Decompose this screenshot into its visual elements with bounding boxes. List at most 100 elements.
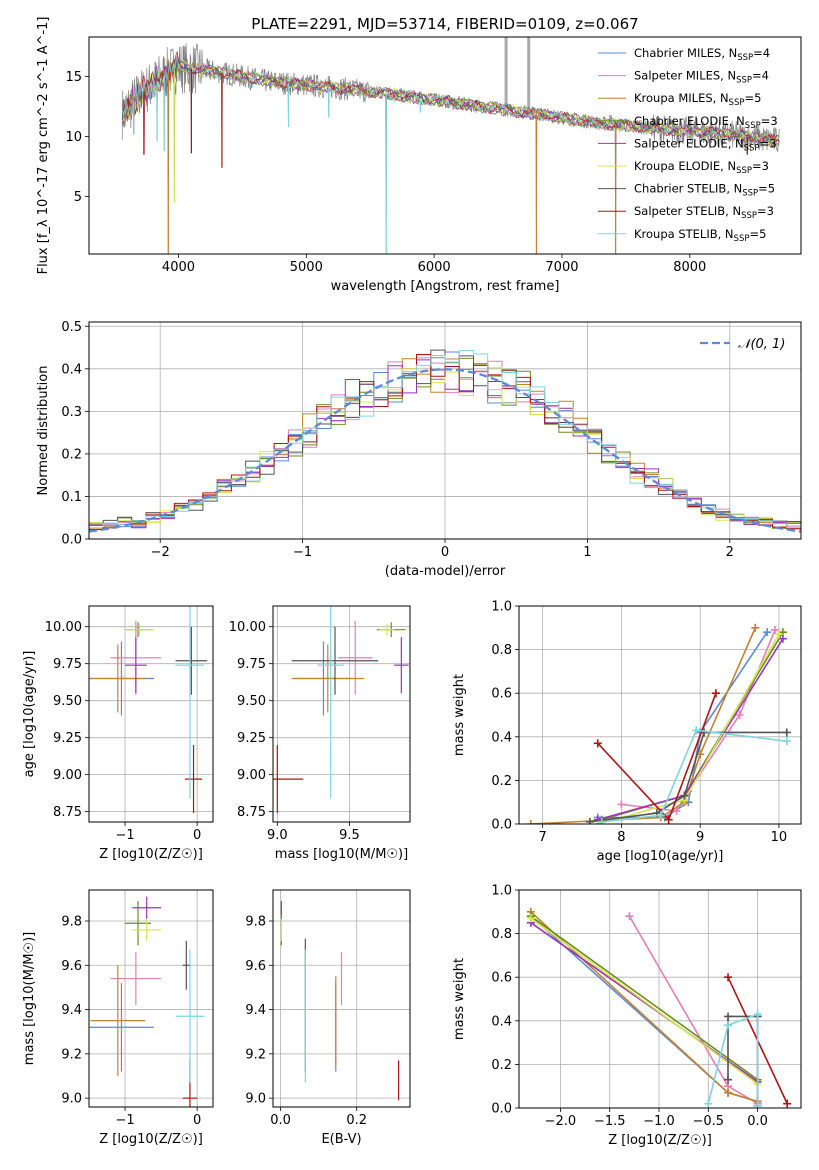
histogram-salp_stelib (89, 354, 801, 530)
legend-label-tail: =3 (760, 136, 777, 150)
legend-label-tail: =3 (752, 159, 769, 173)
residual-legend: 𝒩(0, 1) (700, 337, 785, 352)
x-tick-label: 7 (538, 830, 546, 845)
y-tick-label: 10.00 (229, 620, 266, 635)
x-tick-label: 0.0 (270, 1113, 291, 1128)
x-tick-label: 7000 (545, 260, 578, 275)
x-axis-label: (data-model)/error (385, 564, 506, 579)
y-tick-label: 8.75 (53, 805, 82, 820)
x-axis-label: Z [log10(Z/Z☉)] (608, 1133, 712, 1148)
plus-marker (585, 817, 594, 824)
x-tick-label: 9.5 (339, 828, 360, 843)
y-tick-label: 0.2 (491, 774, 512, 789)
x-tick-label: −2.0 (545, 1114, 577, 1129)
plus-marker (526, 914, 535, 923)
series-salp_stelib (593, 689, 720, 824)
y-tick-label: 9.25 (53, 731, 82, 746)
y-tick-label: 1.0 (491, 600, 512, 615)
series-line (597, 692, 717, 822)
x-tick-label: −1.5 (594, 1114, 626, 1129)
plus-marker (771, 625, 780, 634)
x-tick-label: 0.2 (346, 1113, 367, 1128)
plus-marker (724, 1021, 733, 1030)
plus-marker (724, 1075, 733, 1084)
x-tick-label: −0.5 (693, 1114, 725, 1129)
x-tick-label: 8000 (673, 260, 706, 275)
legend-label-sub: SSP (741, 211, 757, 221)
plot-frame (88, 889, 214, 1108)
y-tick-label: 0.0 (61, 533, 82, 548)
error-point-krou_elodie (125, 623, 154, 636)
series-line (530, 915, 759, 1081)
y-tick-label: 0.6 (491, 687, 512, 702)
y-tick-label: 10 (65, 130, 82, 145)
panel-mass_vs_ebv: 0.0 0.2 9.0 9.2 9.4 9.6 9.8 E(B-V) (245, 889, 411, 1147)
x-tick-label: 5000 (290, 260, 323, 275)
error-point-chab_stelib (182, 940, 190, 990)
plus-marker (735, 711, 744, 719)
legend-label-salp_miles: Salpeter MILES, NSSP=4 (634, 69, 769, 86)
plus-marker (763, 628, 772, 637)
legend-label-krou_elodie: Kroupa ELODIE, NSSP=3 (634, 159, 769, 176)
series-salp_miles (617, 625, 780, 815)
x-axis-label: age [log10(age/yr)] (597, 849, 724, 864)
legend-label-main: Chabrier MILES, N (634, 46, 737, 60)
plus-marker (617, 800, 626, 809)
plus-marker (526, 820, 535, 824)
grid-mass_vs_Z (89, 890, 213, 1107)
error-point-krou_elodie (379, 623, 395, 636)
error-point-chab_miles (89, 983, 154, 1072)
model-spectrum-chab_stelib (121, 56, 780, 147)
x-tick-label: −2 (151, 545, 170, 560)
x-tick-label: 2 (726, 545, 734, 560)
y-axis-label: Flux [f_λ 10^-17 erg cm^-2 s^-1 A^-1] (36, 17, 51, 275)
spectrum-data (121, 37, 780, 254)
plot-frame (518, 605, 802, 825)
plot-frame (272, 605, 411, 823)
legend-label-chab_miles: Chabrier MILES, NSSP=4 (634, 46, 770, 63)
y-tick-label: 9.50 (237, 694, 266, 709)
legend-label-tail: =5 (749, 227, 766, 241)
legend-label-krou_miles: Kroupa MILES, NSSP=5 (634, 91, 761, 108)
panel-weight_vs_Z: −2.0 −1.5 −1.0 −0.5 0.0 0.0 0.2 0.4 0.6 0.8 1.0 Z [… (452, 884, 802, 1148)
error-point-krou_miles (90, 965, 146, 1076)
error-point-salp_stelib (184, 745, 203, 814)
error-point-chab_stelib (291, 626, 379, 695)
legend-label-tail: =4 (752, 69, 769, 83)
series-chab_stelib (585, 728, 791, 824)
series-line (601, 729, 787, 823)
x-tick-label: −1 (115, 828, 134, 843)
y-tick-label: 9.2 (61, 1047, 82, 1062)
plus-marker (656, 811, 665, 820)
x-tick-label: 1 (583, 545, 591, 560)
y-tick-label: 10.00 (45, 620, 82, 635)
y-tick-label: 0.4 (491, 1014, 512, 1029)
x-tick-label: 9 (696, 830, 704, 845)
figure-title: PLATE=2291, MJD=53714, FIBERID=0109, z=0… (251, 15, 638, 33)
series-weight_vs_age (526, 623, 791, 824)
plus-marker (711, 689, 720, 698)
plot-frame (88, 321, 802, 540)
x-tick-label: 0 (193, 828, 201, 843)
y-tick-label: 8.75 (237, 805, 266, 820)
legend-label-chab_elodie: Chabrier ELODIE, NSSP=3 (634, 114, 778, 131)
y-tick-label: 9.00 (53, 768, 82, 783)
points-age_vs_mass (273, 606, 409, 814)
series-weight_vs_Z (526, 907, 792, 1108)
y-tick-label: 0.0 (491, 818, 512, 833)
legend-label-sub: SSP (737, 53, 753, 63)
grid-weight_vs_age (519, 605, 801, 825)
error-point-krou_stelib (175, 949, 205, 1083)
plus-marker (672, 806, 681, 815)
x-tick-label: 6000 (418, 260, 451, 275)
legend-label-tail: =3 (757, 204, 774, 218)
plus-marker (724, 1012, 733, 1021)
legend-label-main: Kroupa STELIB, N (634, 227, 734, 241)
y-tick-label: 0.4 (491, 730, 512, 745)
y-tick-label: 0.3 (61, 405, 82, 420)
points-mass_vs_ebv (280, 901, 400, 1101)
plot-frame (88, 605, 214, 823)
legend-label-sub: SSP (734, 234, 750, 244)
series-line (530, 922, 759, 1083)
error-point-salp_elodie (125, 637, 147, 694)
